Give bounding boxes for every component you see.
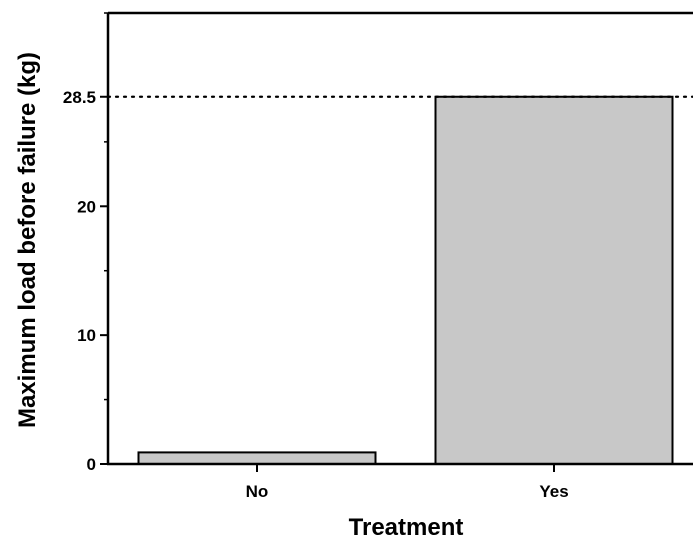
y-tick-label: 20 bbox=[77, 197, 96, 216]
y-tick-label: 28.5 bbox=[63, 88, 96, 107]
bar-no bbox=[137, 451, 377, 466]
x-axis-title: Treatment bbox=[349, 514, 464, 541]
x-tick-label-yes: Yes bbox=[539, 482, 568, 501]
bar-yes bbox=[434, 95, 674, 465]
y-axis-title: Maximum load before failure (kg) bbox=[14, 52, 41, 428]
y-axis-ticks: 0 10 20 28.5 bbox=[63, 12, 108, 474]
bars bbox=[137, 95, 674, 466]
y-tick-label: 10 bbox=[77, 326, 96, 345]
x-axis-ticks: No Yes bbox=[246, 464, 569, 501]
x-tick-label-no: No bbox=[246, 482, 269, 501]
y-tick-label: 0 bbox=[87, 455, 96, 474]
